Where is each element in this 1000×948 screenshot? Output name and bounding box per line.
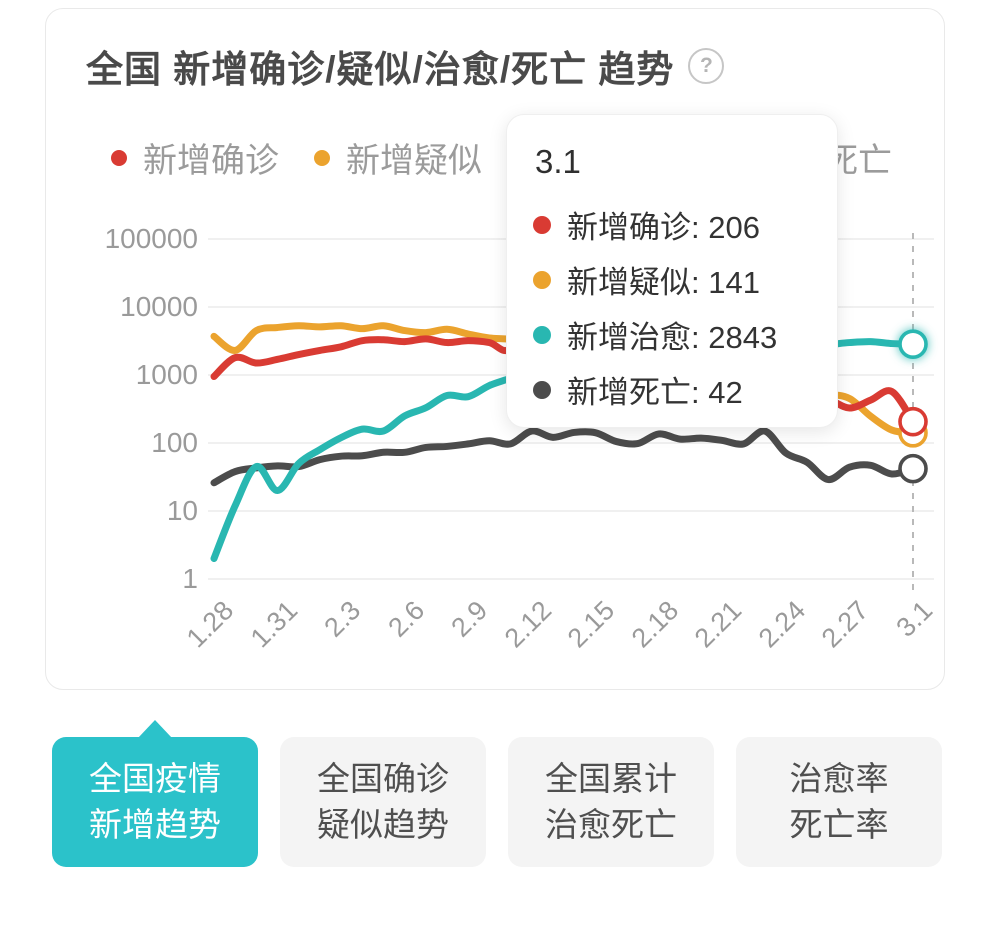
tooltip-dot-confirmed bbox=[533, 215, 551, 234]
tab-cure-death-rate[interactable]: 治愈率 死亡率 bbox=[736, 737, 942, 867]
end-marker-deaths bbox=[898, 453, 928, 484]
end-marker-cured bbox=[898, 329, 928, 359]
help-icon[interactable]: ? bbox=[688, 48, 725, 84]
tooltip-row-text: 新增死亡: 42 bbox=[567, 375, 743, 410]
tab-national-total-cure-death[interactable]: 全国累计 治愈死亡 bbox=[508, 737, 714, 867]
tooltip-row-text: 新增治愈: 2843 bbox=[567, 320, 778, 355]
tooltip-dot-suspected bbox=[533, 270, 551, 289]
tab-national-confirm-suspect[interactable]: 全国确诊 疑似趋势 bbox=[280, 737, 486, 867]
legend-item-confirmed[interactable]: 新增确诊 bbox=[111, 133, 279, 182]
tooltip-row-text: 新增确诊: 206 bbox=[567, 210, 760, 245]
y-axis-label: 100000 bbox=[104, 223, 198, 254]
line-deaths bbox=[210, 427, 917, 487]
tooltip-row-text: 新增疑似: 141 bbox=[567, 265, 760, 300]
y-axis-label: 10000 bbox=[120, 291, 198, 322]
y-axis-label: 1000 bbox=[135, 359, 198, 390]
legend-dot-confirmed bbox=[111, 149, 127, 166]
tooltip-dot-cured bbox=[533, 325, 551, 344]
chart-title: 全国 新增确诊/疑似/治愈/死亡 趋势 bbox=[86, 49, 675, 90]
y-axis-label: 10 bbox=[166, 495, 198, 526]
tooltip-date: 3.1 bbox=[535, 143, 581, 180]
legend-item-suspected[interactable]: 新增疑似 bbox=[314, 133, 482, 182]
legend-label: 新增确诊 bbox=[143, 142, 279, 180]
end-marker-confirmed bbox=[898, 406, 928, 437]
active-tab-notch bbox=[138, 720, 172, 738]
tooltip-row-cured: 新增治愈: 2843 bbox=[533, 307, 837, 362]
title-row: 全国 新增确诊/疑似/治愈/死亡 趋势 ? bbox=[86, 39, 725, 93]
tab-national-new-trend[interactable]: 全国疫情 新增趋势 bbox=[52, 720, 258, 867]
tooltip-row-confirmed: 新增确诊: 206 bbox=[533, 197, 837, 252]
tooltip-dot-deaths bbox=[533, 380, 551, 399]
chart-tab-bar: 全国疫情 新增趋势 全国确诊 疑似趋势 全国累计 治愈死亡 治愈率 死亡率 bbox=[52, 720, 942, 867]
chart-card: 全国 新增确诊/疑似/治愈/死亡 趋势 ? 新增确诊新增疑似新增治愈新增死亡 1… bbox=[45, 8, 945, 690]
legend-dot-suspected bbox=[314, 149, 330, 166]
tooltip-row-suspected: 新增疑似: 141 bbox=[533, 252, 837, 307]
legend-label: 新增疑似 bbox=[346, 142, 482, 180]
y-axis-label: 100 bbox=[151, 427, 198, 458]
tooltip-row-deaths: 新增死亡: 42 bbox=[533, 362, 837, 417]
y-axis-label: 1 bbox=[182, 563, 198, 594]
chart-tooltip: 3.1 新增确诊: 206 新增疑似: 141 新增治愈: 2843 新增死亡: 42 bbox=[506, 114, 838, 428]
